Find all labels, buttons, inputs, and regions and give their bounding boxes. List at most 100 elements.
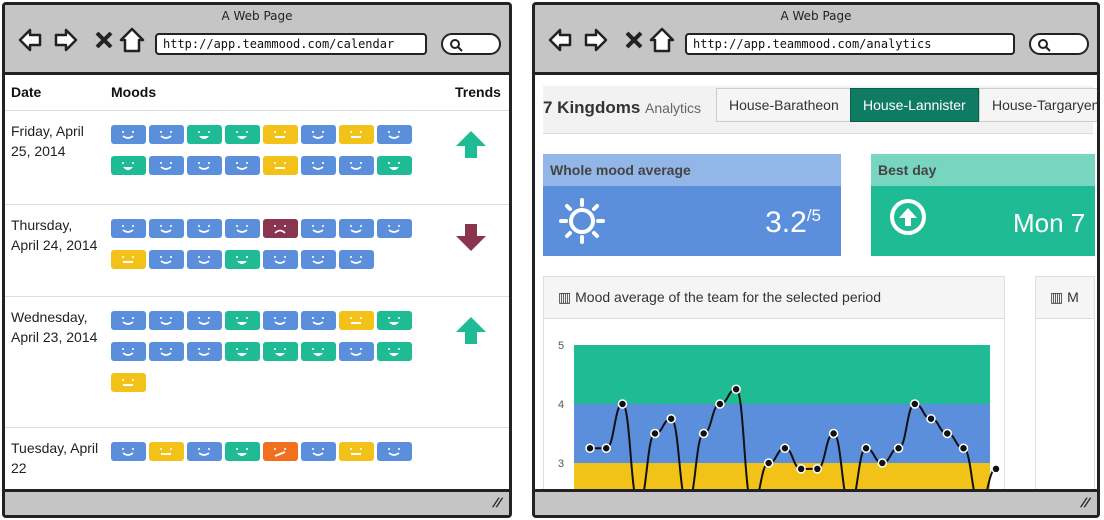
mood-ok-icon[interactable]	[149, 125, 184, 144]
home-icon[interactable]	[119, 27, 145, 53]
whole-mood-value: 3.2/5	[765, 206, 821, 240]
mood-ok-icon[interactable]	[111, 219, 146, 238]
mood-ok-icon[interactable]	[187, 442, 222, 461]
mood-ok-icon[interactable]	[187, 219, 222, 238]
mood-ok-icon[interactable]	[339, 342, 374, 361]
resize-grip-icon[interactable]: //	[490, 495, 505, 510]
calendar-row: Friday, April 25, 2014	[5, 110, 509, 220]
close-icon[interactable]	[91, 27, 117, 53]
arrow-up-circle-icon	[890, 199, 926, 235]
mood-ok-icon[interactable]	[111, 125, 146, 144]
mood-bad-icon[interactable]	[263, 219, 298, 238]
whole-mood-number: 3.2	[765, 206, 807, 239]
mood-data-point	[877, 458, 888, 468]
mood-data-point	[910, 399, 920, 409]
home-icon[interactable]	[649, 27, 675, 53]
calendar-row: Thursday, April 24, 2014	[5, 204, 509, 314]
back-icon[interactable]	[547, 27, 573, 53]
mood-ok-icon[interactable]	[301, 442, 336, 461]
mood-bad2-icon[interactable]	[263, 442, 298, 461]
mood-ok-icon[interactable]	[187, 311, 222, 330]
second-chart-panel: ▥ M	[1035, 276, 1095, 489]
mood-band-1	[574, 404, 990, 463]
whole-mood-suffix: /5	[806, 206, 821, 225]
search-box[interactable]	[441, 33, 501, 55]
mood-ok-icon[interactable]	[149, 311, 184, 330]
mood-ok-icon[interactable]	[149, 342, 184, 361]
mood-meh-icon[interactable]	[339, 311, 374, 330]
mood-great-icon[interactable]	[301, 342, 336, 361]
mood-ok-icon[interactable]	[301, 156, 336, 175]
mood-great-icon[interactable]	[263, 342, 298, 361]
mood-ok-icon[interactable]	[377, 442, 412, 461]
mood-ok-icon[interactable]	[187, 156, 222, 175]
search-icon	[1038, 39, 1051, 52]
mood-data-point	[926, 414, 936, 424]
resize-grip-icon[interactable]: //	[1078, 495, 1093, 510]
mood-ok-icon[interactable]	[301, 311, 336, 330]
row-date: Wednesday, April 23, 2014	[11, 309, 98, 345]
mood-great-icon[interactable]	[187, 125, 222, 144]
mood-data-point	[942, 428, 953, 439]
mood-line-chart: 5 4 3	[558, 340, 1001, 489]
tab-house-lannister[interactable]: House-Lannister	[850, 88, 979, 122]
back-icon[interactable]	[17, 27, 43, 53]
mood-ok-icon[interactable]	[187, 250, 222, 269]
mood-ok-icon[interactable]	[149, 219, 184, 238]
address-bar[interactable]: http://app.teammood.com/calendar	[155, 33, 427, 55]
mood-data-point	[601, 443, 611, 453]
trend-up-icon	[453, 129, 489, 164]
status-bar: //	[5, 489, 509, 515]
mood-great-icon[interactable]	[225, 125, 260, 144]
mood-ok-icon[interactable]	[225, 219, 260, 238]
mood-ok-icon[interactable]	[187, 342, 222, 361]
window-title: A Web Page	[780, 9, 852, 23]
mood-data-point	[617, 399, 628, 409]
row-date: Tuesday, April 22	[11, 440, 99, 476]
mood-meh-icon[interactable]	[111, 373, 146, 392]
mood-ok-icon[interactable]	[339, 219, 374, 238]
mood-ok-icon[interactable]	[111, 342, 146, 361]
mood-ok-icon[interactable]	[377, 125, 412, 144]
y-tick-label: 4	[558, 399, 564, 411]
mood-great-icon[interactable]	[377, 156, 412, 175]
tab-house-targaryen[interactable]: House-Targaryen	[979, 88, 1097, 122]
mood-meh-icon[interactable]	[263, 156, 298, 175]
mood-meh-icon[interactable]	[339, 442, 374, 461]
mood-meh-icon[interactable]	[263, 125, 298, 144]
mood-ok-icon[interactable]	[301, 125, 336, 144]
mood-great-icon[interactable]	[111, 156, 146, 175]
mood-great-icon[interactable]	[377, 311, 412, 330]
mood-ok-icon[interactable]	[263, 250, 298, 269]
mood-ok-icon[interactable]	[339, 156, 374, 175]
mood-ok-icon[interactable]	[263, 311, 298, 330]
mood-ok-icon[interactable]	[301, 219, 336, 238]
mood-ok-icon[interactable]	[111, 311, 146, 330]
tab-house-baratheon[interactable]: House-Baratheon	[716, 88, 852, 122]
mood-ok-icon[interactable]	[301, 250, 336, 269]
y-tick-label: 3	[558, 458, 564, 470]
mood-great-icon[interactable]	[377, 342, 412, 361]
mood-ok-icon[interactable]	[149, 250, 184, 269]
mood-great-icon[interactable]	[225, 342, 260, 361]
mood-great-icon[interactable]	[225, 442, 260, 461]
mood-ok-icon[interactable]	[149, 156, 184, 175]
mood-meh-icon[interactable]	[339, 125, 374, 144]
forward-icon[interactable]	[53, 27, 79, 53]
mood-meh-icon[interactable]	[111, 250, 146, 269]
mood-meh-icon[interactable]	[149, 442, 184, 461]
address-bar[interactable]: http://app.teammood.com/analytics	[685, 33, 1015, 55]
forward-icon[interactable]	[583, 27, 609, 53]
mood-data-point	[958, 443, 969, 453]
mood-ok-icon[interactable]	[339, 250, 374, 269]
mood-great-icon[interactable]	[225, 250, 260, 269]
mood-list	[111, 311, 421, 404]
calendar-content: Date Moods Trends Friday, April 25, 2014…	[5, 78, 509, 489]
mood-ok-icon[interactable]	[111, 442, 146, 461]
search-box[interactable]	[1029, 33, 1089, 55]
mood-great-icon[interactable]	[225, 311, 260, 330]
mood-ok-icon[interactable]	[225, 156, 260, 175]
close-icon[interactable]	[621, 27, 647, 53]
mood-data-point	[828, 428, 839, 439]
mood-ok-icon[interactable]	[377, 219, 412, 238]
